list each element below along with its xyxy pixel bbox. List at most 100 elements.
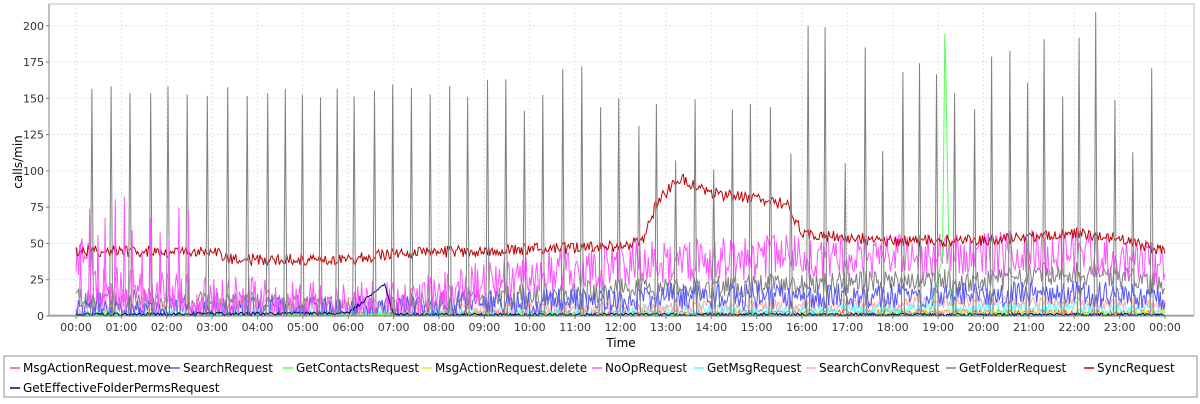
legend-label: SyncRequest xyxy=(1097,361,1175,375)
x-tick-label: 00:00 xyxy=(60,321,92,334)
series-spike xyxy=(540,94,545,317)
series-spike xyxy=(428,94,433,317)
series-spike xyxy=(103,217,107,302)
series-spike xyxy=(560,68,565,317)
series-spike xyxy=(177,207,181,302)
x-tick-label: 00:00 xyxy=(1149,321,1181,334)
y-tick-label: 50 xyxy=(30,237,44,250)
series-spike xyxy=(158,232,162,302)
y-tick-label: 150 xyxy=(23,92,44,105)
legend-item: NoOpRequest xyxy=(592,361,687,375)
series-spike xyxy=(823,27,828,317)
y-tick-label: 100 xyxy=(23,165,44,178)
series-spike xyxy=(390,84,395,317)
y-tick-label: 75 xyxy=(30,201,44,214)
series-spike xyxy=(447,86,452,317)
series-spike xyxy=(79,242,83,302)
series-spike xyxy=(503,79,508,317)
legend-item: SyncRequest xyxy=(1084,361,1175,375)
series-spike xyxy=(880,150,885,317)
legend-label: GetFolderRequest xyxy=(959,361,1067,375)
series-spike xyxy=(1042,39,1047,317)
x-tick-label: 15:00 xyxy=(741,321,773,334)
series-spike xyxy=(863,47,868,317)
series-line xyxy=(75,173,1166,268)
x-tick-label: 14:00 xyxy=(695,321,727,334)
x-tick-label: 01:00 xyxy=(106,321,138,334)
series-spike xyxy=(89,88,94,317)
legend-item: MsgActionRequest.move xyxy=(10,361,171,375)
series-spike xyxy=(318,97,323,317)
series-spike xyxy=(972,109,977,317)
series-spike xyxy=(673,160,678,317)
series-spike xyxy=(693,99,698,317)
legend-item: SearchConvRequest xyxy=(806,361,940,375)
x-tick-label: 16:00 xyxy=(786,321,818,334)
series-spike xyxy=(88,208,92,302)
legend-label: MsgActionRequest.move xyxy=(23,361,171,375)
series-spike xyxy=(598,107,603,317)
legend-label: MsgActionRequest.delete xyxy=(435,361,587,375)
series-spike xyxy=(1149,68,1154,317)
series-spike xyxy=(109,86,114,317)
y-tick-label: 0 xyxy=(37,310,44,323)
series-spike xyxy=(1112,99,1117,317)
series-spike xyxy=(128,93,132,317)
x-tick-label: 03:00 xyxy=(196,321,228,334)
x-tick-label: 11:00 xyxy=(559,321,591,334)
series-spike xyxy=(205,95,210,317)
series-spike xyxy=(1093,11,1098,317)
x-tick-label: 12:00 xyxy=(605,321,637,334)
legend-item: MsgActionRequest.delete xyxy=(422,361,587,375)
series-spike xyxy=(989,56,994,317)
series-spike xyxy=(806,25,811,317)
axes xyxy=(48,4,1194,317)
series-spike xyxy=(748,103,753,317)
series-spike xyxy=(300,94,305,317)
x-tick-labels: 00:00 01:00 02:00 03:00 04:00 05:00 06:00 07:00… xyxy=(60,316,1181,334)
series-spike xyxy=(1025,82,1030,317)
legend-item: GetMsgRequest xyxy=(694,361,802,375)
x-tick-label: 05:00 xyxy=(287,321,319,334)
x-tick-label: 20:00 xyxy=(968,321,1000,334)
legend-label: SearchRequest xyxy=(183,361,273,375)
x-tick-label: 06:00 xyxy=(332,321,364,334)
series-spike xyxy=(917,63,922,317)
legend-label: GetContactsRequest xyxy=(296,361,419,375)
series-spike xyxy=(352,96,357,317)
series-spike xyxy=(522,110,527,317)
series-spike xyxy=(96,234,100,302)
series-spike xyxy=(1060,96,1065,317)
x-tick-label: 22:00 xyxy=(1058,321,1090,334)
series-spike xyxy=(140,250,144,302)
series-spike xyxy=(149,218,153,302)
legend-label: GetEffectiveFolderPermsRequest xyxy=(23,381,220,395)
series-spike xyxy=(1130,152,1135,317)
y-tick-label: 25 xyxy=(30,274,44,287)
legend-item: SearchRequest xyxy=(170,361,273,375)
x-tick-label: 08:00 xyxy=(423,321,455,334)
series-spike xyxy=(130,230,134,302)
series-spike xyxy=(579,66,584,317)
series-spike xyxy=(1077,37,1082,317)
legend-box xyxy=(3,355,1198,398)
legend: MsgActionRequest.move SearchRequest GetCon… xyxy=(10,361,1175,395)
series-spike xyxy=(225,87,230,317)
plot-background xyxy=(48,3,1195,316)
x-tick-label: 07:00 xyxy=(378,321,410,334)
series-spike xyxy=(465,97,470,317)
series-spike xyxy=(636,125,641,317)
series-spike xyxy=(843,163,848,317)
legend-item: GetFolderRequest xyxy=(946,361,1067,375)
series-spike xyxy=(730,109,735,317)
x-tick-label: 02:00 xyxy=(151,321,183,334)
legend-label: NoOpRequest xyxy=(605,361,687,375)
series-spike xyxy=(372,90,377,317)
series-spike xyxy=(616,98,621,317)
y-tick-label: 175 xyxy=(23,56,44,69)
series-spike xyxy=(788,153,793,317)
x-tick-label: 13:00 xyxy=(650,321,682,334)
series-spike xyxy=(186,210,190,302)
series-spike xyxy=(167,237,171,302)
